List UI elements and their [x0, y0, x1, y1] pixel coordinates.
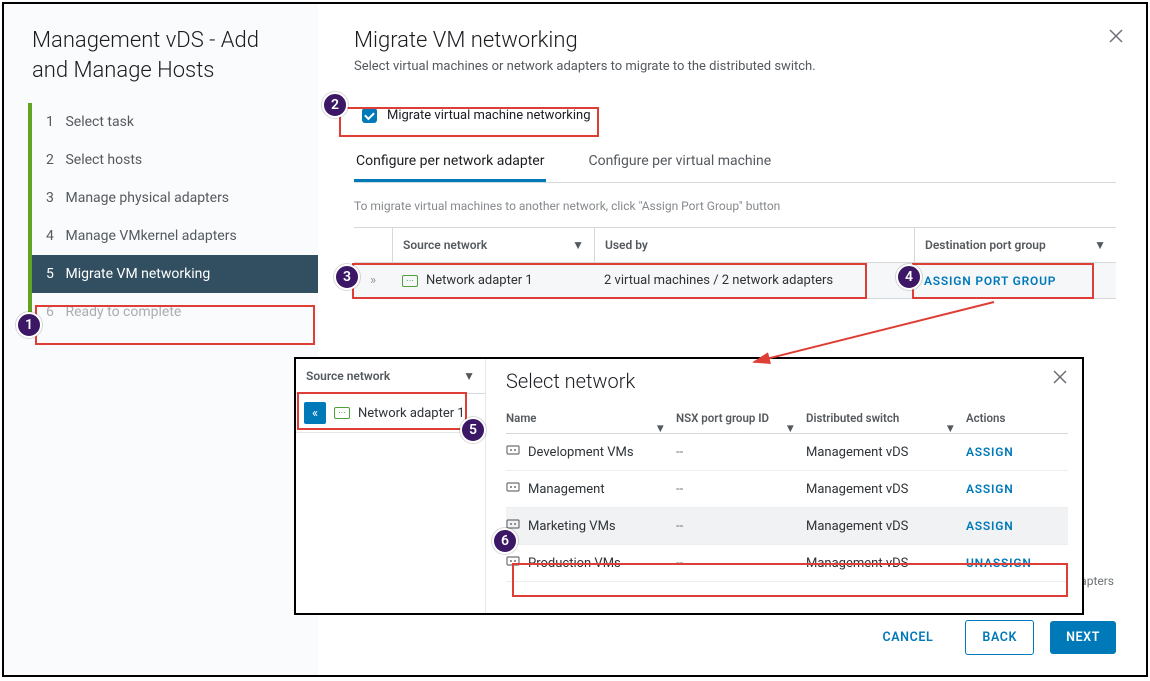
step-migrate-vm-networking[interactable]: 5 Migrate VM networking: [32, 255, 318, 293]
nic-icon: ⋯: [402, 275, 418, 287]
adapter-name: Network adapter 1: [426, 273, 533, 288]
filter-icon[interactable]: ▼: [945, 421, 956, 435]
migrate-hint: To migrate virtual machines to another n…: [354, 199, 1116, 213]
network-row[interactable]: Marketing VMs -- Management vDS ASSIGN: [506, 508, 1068, 545]
close-icon[interactable]: [1108, 28, 1124, 48]
network-row[interactable]: Development VMs -- Management vDS ASSIGN: [506, 434, 1068, 471]
callout-badge: 6: [492, 528, 518, 554]
panel-adapter-row[interactable]: « ⋯ Network adapter 1: [296, 394, 485, 433]
unassign-button[interactable]: UNASSIGN: [966, 556, 1068, 570]
assign-button[interactable]: ASSIGN: [966, 445, 1068, 459]
filter-icon[interactable]: ▼: [463, 369, 475, 383]
tab-per-adapter[interactable]: Configure per network adapter: [354, 147, 546, 182]
adapter-row[interactable]: » ⋯ Network adapter 1 2 virtual machines…: [354, 263, 1116, 299]
wizard-title: Management vDS - Add and Manage Hosts: [4, 26, 318, 103]
wizard-sidebar: Management vDS - Add and Manage Hosts 1 …: [4, 4, 318, 675]
filter-icon[interactable]: ▼: [655, 421, 666, 435]
panel-right: Select network Name ▼ NSX port group ID …: [486, 359, 1082, 613]
expand-icon[interactable]: »: [354, 263, 392, 298]
portgroup-icon: [506, 480, 520, 498]
close-icon[interactable]: [1052, 369, 1068, 389]
checkbox-label: Migrate virtual machine networking: [387, 108, 591, 123]
assign-button[interactable]: ASSIGN: [966, 519, 1068, 533]
used-by-value: 2 virtual machines / 2 network adapters: [594, 263, 914, 298]
filter-icon[interactable]: ▼: [572, 238, 584, 252]
config-tabs: Configure per network adapter Configure …: [354, 147, 1116, 183]
col-used-by: Used by: [605, 238, 648, 252]
panel-adapter-name: Network adapter 1: [358, 406, 465, 421]
cancel-button[interactable]: CANCEL: [866, 621, 949, 654]
tab-per-vm[interactable]: Configure per virtual machine: [586, 147, 773, 182]
page-title: Migrate VM networking: [354, 28, 1116, 53]
page-subtitle: Select virtual machines or network adapt…: [354, 59, 1116, 74]
select-network-title: Select network: [506, 369, 1068, 393]
filter-icon[interactable]: ▼: [1094, 238, 1106, 252]
wizard-footer: CANCEL BACK NEXT: [866, 620, 1116, 655]
callout-badge: 2: [322, 92, 348, 118]
network-grid-header: Name ▼ NSX port group ID ▼ Distributed s…: [506, 403, 1068, 434]
callout-badge: 3: [334, 264, 360, 290]
network-row[interactable]: Management -- Management vDS ASSIGN: [506, 471, 1068, 508]
back-button[interactable]: BACK: [965, 620, 1034, 655]
col-actions: Actions: [966, 411, 1005, 425]
collapse-icon[interactable]: «: [304, 402, 326, 424]
adapter-grid-header: Source network ▼ Used by Destination por…: [354, 227, 1116, 263]
callout-badge: 4: [896, 264, 922, 290]
assign-button[interactable]: ASSIGN: [966, 482, 1068, 496]
step-vmkernel-adapters[interactable]: 4 Manage VMkernel adapters: [32, 217, 318, 255]
col-name: Name: [506, 411, 537, 425]
step-ready-complete: 6 Ready to complete: [32, 293, 318, 331]
select-network-panel: Source network ▼ « ⋯ Network adapter 1 S…: [294, 357, 1084, 615]
step-select-task[interactable]: 1 Select task: [32, 103, 318, 141]
migrate-networking-checkbox-row[interactable]: Migrate virtual machine networking: [354, 102, 1116, 129]
assign-port-group-button[interactable]: ASSIGN PORT GROUP: [914, 264, 1116, 298]
col-destination: Destination port group: [925, 238, 1046, 252]
col-source-network: Source network: [403, 238, 487, 252]
panel-col-source: Source network: [306, 369, 390, 383]
next-button[interactable]: NEXT: [1050, 621, 1116, 654]
callout-badge: 5: [460, 417, 486, 443]
network-row[interactable]: Production VMs -- Management vDS UNASSIG…: [506, 545, 1068, 582]
col-nsx: NSX port group ID: [676, 411, 769, 425]
portgroup-icon: [506, 554, 520, 572]
portgroup-icon: [506, 443, 520, 461]
callout-badge: 1: [16, 312, 42, 338]
col-dswitch: Distributed switch: [806, 411, 899, 425]
checkbox-icon[interactable]: [362, 108, 377, 123]
step-physical-adapters[interactable]: 3 Manage physical adapters: [32, 179, 318, 217]
filter-icon[interactable]: ▼: [785, 421, 796, 435]
wizard-steps: 1 Select task 2 Select hosts 3 Manage ph…: [28, 103, 318, 331]
nic-icon: ⋯: [334, 407, 350, 419]
step-select-hosts[interactable]: 2 Select hosts: [32, 141, 318, 179]
panel-left: Source network ▼ « ⋯ Network adapter 1: [296, 359, 486, 613]
